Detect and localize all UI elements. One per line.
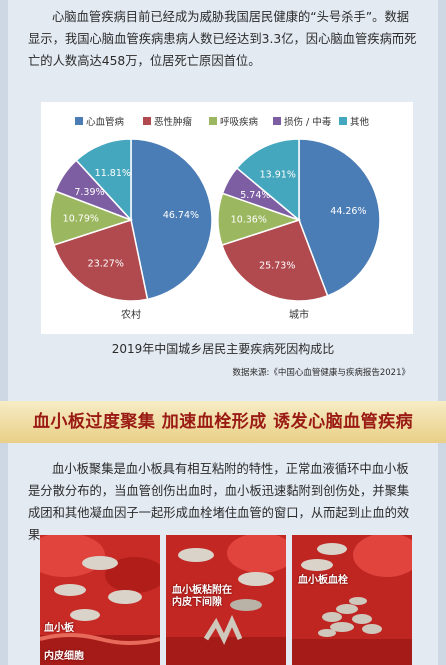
pie-data-label: 10.79%: [63, 214, 99, 225]
adhesion-label: 血小板粘附在内皮下间隙: [172, 585, 232, 608]
pie-charts-svg: 心血管病 恶性肿瘤 呼吸疾病 损伤 / 中毒 其他 46.74% 23.27% 10.79% 7…: [49, 116, 381, 321]
legend-swatch: [273, 117, 281, 125]
pie-data-label: 25.73%: [259, 260, 295, 271]
legend-swatch: [339, 117, 347, 125]
platelet-illustrations: 血小板 内皮细胞 血小板粘附在内皮下间隙: [40, 535, 412, 665]
chart-caption: 2019年中国城乡居民主要疾病死因构成比: [111, 342, 335, 356]
legend-label: 心血管病: [86, 116, 125, 128]
illustration-adhesion: 血小板粘附在内皮下间隙: [166, 535, 286, 665]
source-note: 数据来源:《中国心血管健康与疾病报告2021》: [232, 368, 411, 378]
pie-chart-panel: 心血管病 恶性肿瘤 呼吸疾病 损伤 / 中毒 其他 46.74% 23.27% 10.79% 7…: [41, 102, 413, 334]
pie-title: 农村: [121, 308, 141, 321]
pie-slice: [235, 138, 300, 222]
pie-slice: [130, 138, 213, 301]
pie-data-label: 7.39%: [74, 187, 104, 198]
pie-data-label: 23.27%: [88, 258, 124, 269]
body-paragraph: 血小板聚集是血小板具有相互粘附的特性，正常血液循环中血小板是分散分布的，当血管创…: [28, 462, 410, 542]
endothelium-label: 内皮细胞: [44, 651, 84, 662]
thrombus-label: 血小板血栓: [298, 575, 348, 586]
legend-label: 呼吸疾病: [220, 116, 259, 128]
illustration-thrombus: 血小板血栓: [292, 535, 412, 665]
legend-swatch: [75, 117, 83, 125]
legend-label: 恶性肿瘤: [154, 116, 193, 128]
pie-data-label: 46.74%: [163, 210, 199, 221]
pie-slice: [298, 138, 381, 297]
intro-paragraph: 心脑血管疾病目前已经成为威胁我国居民健康的“头号杀手”。数据显示，我国心脑血管疾…: [28, 10, 417, 68]
legend-label: 其他: [350, 116, 370, 128]
section-title: 血小板过度聚集 加速血栓形成 诱发心脑血管疾病: [32, 412, 414, 432]
pie-data-label: 13.91%: [260, 169, 296, 180]
platelet-label: 血小板: [44, 623, 74, 634]
pie-slice: [53, 219, 149, 302]
pie-title: 城市: [289, 308, 309, 321]
pie-slice: [221, 219, 329, 302]
legend-swatch: [143, 117, 151, 125]
pie-data-label: 5.74%: [240, 190, 270, 201]
pie-data-label: 10.36%: [231, 214, 267, 225]
illustration-normal: 血小板 内皮细胞: [40, 535, 160, 665]
right-border: [438, 0, 446, 665]
legend-label: 损伤 / 中毒: [284, 116, 332, 128]
section-banner: 血小板过度聚集 加速血栓形成 诱发心脑血管疾病: [0, 401, 446, 443]
pie-data-label: 44.26%: [330, 206, 366, 217]
legend-swatch: [209, 117, 217, 125]
pie-data-label: 11.81%: [95, 168, 131, 179]
pie-slice: [75, 138, 132, 222]
left-border: [0, 0, 8, 665]
